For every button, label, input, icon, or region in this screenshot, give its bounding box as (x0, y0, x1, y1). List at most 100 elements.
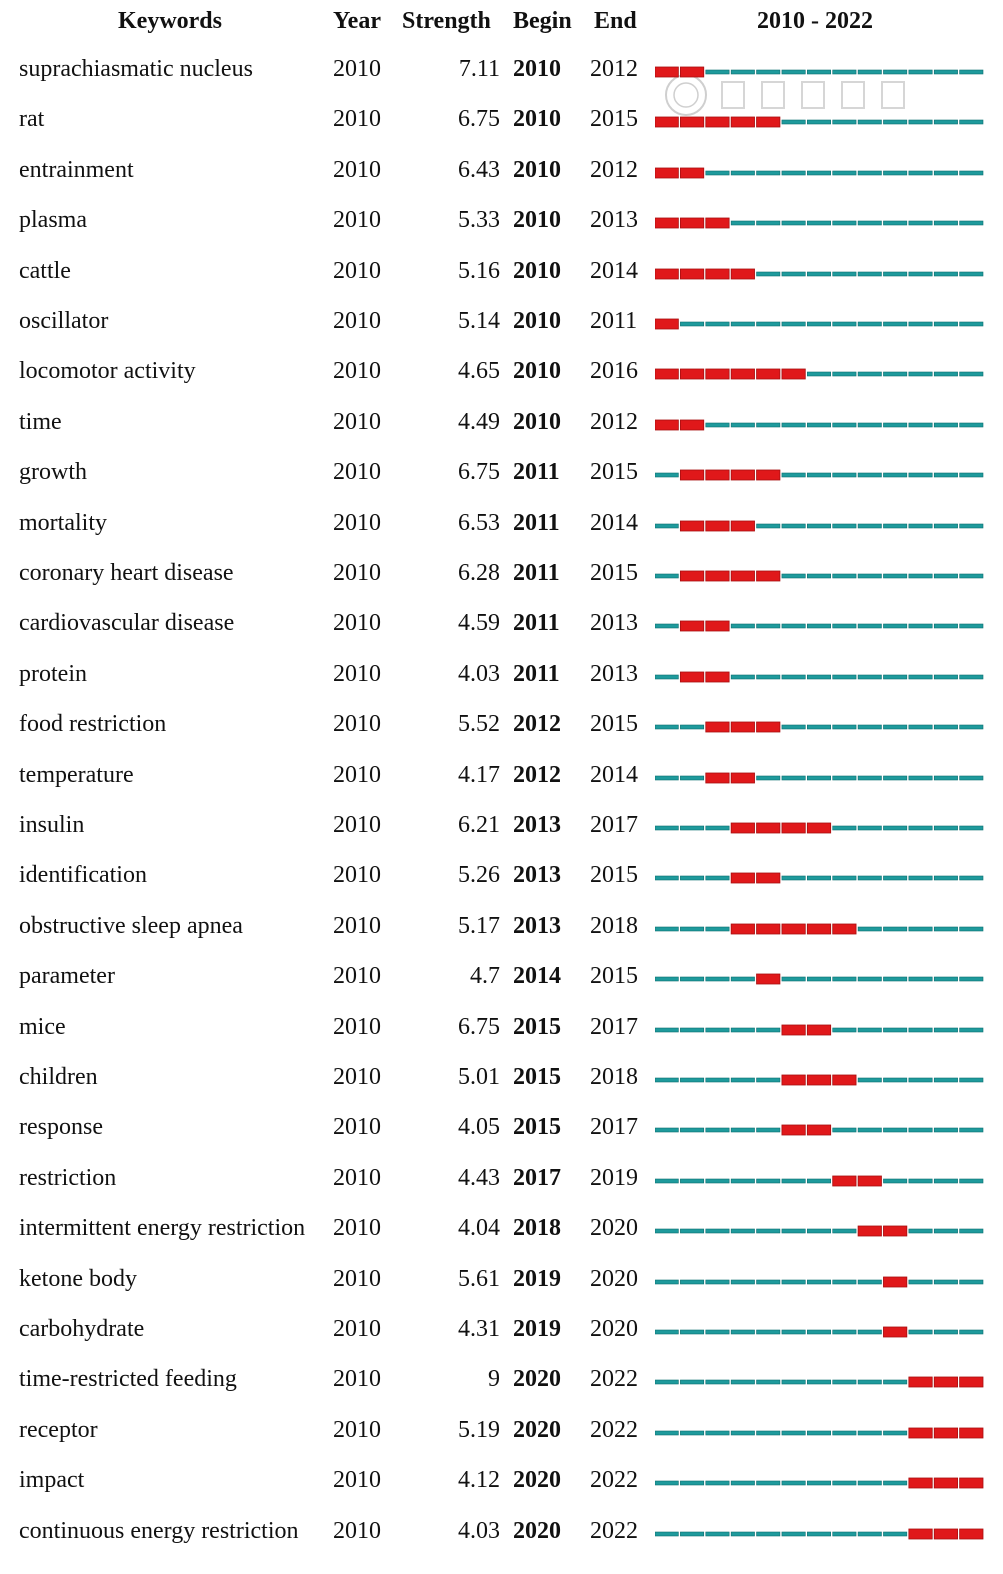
timeline-segment (705, 1178, 730, 1184)
burst-segment (679, 671, 705, 683)
begin-cell: 2010 (513, 106, 561, 133)
end-cell: 2011 (590, 308, 638, 334)
burst-timeline (655, 1528, 984, 1539)
burst-segment (655, 268, 679, 279)
year-cell: 2010 (333, 761, 381, 788)
table-row: continuous energy restriction 2010 4.03 202… (0, 1514, 1003, 1564)
timeline-segment (655, 876, 679, 881)
burst-timeline (655, 469, 984, 481)
timeline-segment (832, 1329, 857, 1335)
burst-segment (705, 368, 730, 380)
burst-timeline (655, 116, 984, 128)
burst-timeline (655, 318, 984, 330)
begin-cell: 2012 (513, 761, 561, 788)
burst-segment (857, 1175, 882, 1187)
timeline-segment (933, 69, 958, 75)
burst-segment (730, 570, 755, 582)
timeline-segment (908, 1279, 933, 1284)
timeline-segment (857, 1128, 882, 1133)
timeline-segment (933, 1279, 958, 1284)
timeline-segment (933, 472, 958, 478)
year-cell: 2010 (333, 812, 381, 838)
burst-segment (679, 469, 705, 481)
timeline-segment (883, 472, 908, 478)
timeline-segment (959, 724, 984, 730)
timeline-segment (781, 1480, 806, 1486)
table-row: parameter 2010 4.7 2014 2015 (0, 959, 1003, 1009)
strength-cell: 5.61 (458, 1265, 500, 1292)
timeline-segment (857, 876, 882, 881)
burst-timeline (655, 66, 984, 78)
end-cell: 2014 (590, 761, 638, 788)
timeline-segment (883, 624, 908, 629)
burst-segment (679, 368, 705, 380)
timeline-segment (908, 976, 933, 982)
burst-segment (959, 1477, 984, 1489)
burst-timeline (655, 1477, 984, 1489)
timeline-segment (730, 1077, 755, 1083)
strength-cell: 4.43 (458, 1164, 500, 1191)
timeline-segment (857, 926, 882, 932)
timeline-segment (730, 1430, 755, 1436)
strength-cell: 9 (488, 1366, 500, 1393)
end-cell: 2014 (590, 257, 638, 284)
begin-cell: 2012 (513, 711, 561, 738)
end-cell: 2015 (590, 963, 638, 990)
begin-cell: 2010 (513, 56, 561, 82)
timeline-segment (781, 523, 806, 528)
end-cell: 2012 (590, 56, 638, 82)
timeline-segment (781, 472, 806, 478)
burst-timeline (655, 923, 984, 935)
timeline-segment (857, 1430, 882, 1436)
timeline-segment (857, 321, 882, 327)
end-cell: 2022 (590, 1366, 638, 1393)
timeline-segment (807, 271, 831, 276)
keyword-cell: protein (19, 660, 87, 687)
timeline-segment (655, 1128, 679, 1133)
burst-segment (781, 923, 806, 935)
timeline-segment (705, 825, 730, 831)
burst-segment (730, 268, 755, 279)
timeline-segment (857, 825, 882, 831)
keyword-cell: children (19, 1064, 98, 1090)
timeline-segment (680, 1027, 705, 1032)
timeline-segment (655, 724, 679, 730)
keyword-cell: plasma (19, 207, 87, 234)
keyword-cell: suprachiasmatic nucleus (19, 56, 253, 82)
timeline-segment (807, 573, 831, 579)
timeline-segment (655, 573, 679, 579)
burst-segment (730, 872, 755, 884)
year-cell: 2010 (333, 156, 381, 183)
keyword-cell: temperature (19, 761, 134, 788)
year-cell: 2010 (333, 358, 381, 385)
timeline-segment (730, 321, 755, 327)
timeline-segment (832, 69, 857, 75)
timeline-segment (832, 674, 857, 680)
timeline-segment (908, 1077, 933, 1083)
burst-segment (705, 772, 730, 783)
timeline-segment (807, 170, 831, 176)
timeline-segment (730, 1228, 755, 1234)
timeline-segment (883, 120, 908, 125)
timeline-segment (756, 1380, 781, 1385)
timeline-segment (730, 1380, 755, 1385)
timeline-segment (655, 825, 679, 831)
burst-segment (679, 419, 705, 431)
burst-segment (655, 167, 679, 179)
timeline-segment (807, 321, 831, 327)
burst-segment (756, 469, 781, 481)
timeline-segment (857, 372, 882, 377)
burst-segment (806, 822, 832, 834)
timeline-segment (959, 1279, 984, 1284)
burst-segment (679, 66, 705, 78)
burst-segment (908, 1376, 933, 1388)
timeline-segment (680, 1380, 705, 1385)
burst-segment (806, 923, 832, 935)
timeline-segment (933, 624, 958, 629)
timeline-segment (705, 926, 730, 932)
timeline-segment (933, 1228, 958, 1234)
keyword-cell: cattle (19, 257, 71, 284)
burst-segment (781, 822, 806, 834)
timeline-segment (959, 170, 984, 176)
timeline-segment (857, 624, 882, 629)
